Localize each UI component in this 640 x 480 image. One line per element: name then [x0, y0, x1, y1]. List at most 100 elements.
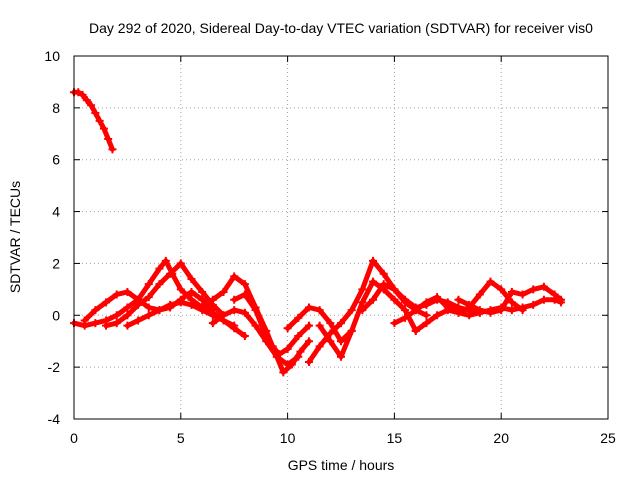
data-point: [337, 352, 345, 361]
x-tick-label: 0: [70, 430, 78, 446]
data-point: [112, 311, 121, 320]
data-point: [557, 295, 566, 304]
data-point: [465, 311, 474, 320]
data-point: [369, 277, 378, 286]
data-point: [369, 256, 378, 265]
data-point: [529, 300, 538, 309]
data-point: [78, 90, 87, 99]
data-point: [176, 285, 185, 294]
series-arc-g: [208, 306, 303, 369]
data-point: [208, 295, 217, 304]
data-point: [358, 306, 367, 315]
plot-frame: [73, 55, 609, 420]
x-tick-label: 15: [387, 430, 403, 446]
data-point: [507, 306, 516, 315]
data-point: [80, 316, 89, 325]
data-point: [230, 272, 239, 281]
data-point: [294, 313, 303, 322]
data-point: [155, 280, 164, 289]
data-point: [134, 295, 143, 304]
data-point: [91, 306, 100, 315]
data-point: [104, 134, 113, 143]
data-point: [144, 311, 153, 320]
x-tick-label: 20: [493, 430, 509, 446]
data-point: [198, 295, 207, 304]
data-point: [518, 303, 527, 312]
data-point: [475, 306, 484, 315]
data-point: [240, 290, 249, 299]
data-point: [486, 308, 495, 317]
data-point: [144, 280, 153, 289]
data-point: [144, 293, 153, 302]
data-point: [475, 290, 484, 299]
data-point: [390, 285, 399, 294]
data-point: [95, 116, 104, 125]
data-point: [187, 300, 196, 309]
data-point: [240, 332, 249, 341]
data-point: [411, 306, 420, 315]
y-tick-label: -4: [48, 411, 61, 427]
data-point: [144, 303, 153, 312]
series-arc-early-high: [70, 88, 117, 154]
data-point: [296, 347, 305, 356]
data-point: [358, 298, 367, 307]
data-point: [112, 319, 121, 328]
data-point: [123, 321, 132, 330]
data-point: [507, 298, 516, 307]
axis-ticks: 0 5 10 15 20 25 -4 -2 0 2 4 6 8 10: [44, 48, 616, 446]
data-point: [315, 342, 324, 351]
data-point: [304, 303, 313, 312]
data-point: [187, 274, 196, 283]
data-point: [422, 298, 431, 307]
data-point: [240, 308, 249, 317]
data-point: [198, 287, 207, 296]
data-point: [219, 287, 228, 296]
data-point: [304, 357, 313, 366]
data-point: [379, 280, 388, 289]
data-point: [279, 368, 288, 377]
data-point: [304, 337, 313, 346]
x-tick-label: 25: [600, 430, 616, 446]
data-point: [315, 306, 324, 315]
x-tick-label: 5: [177, 430, 185, 446]
data-point: [443, 306, 452, 315]
data-point: [294, 352, 303, 361]
data-point: [230, 295, 239, 304]
data-point: [166, 300, 175, 309]
data-point: [454, 295, 463, 304]
data-point: [422, 311, 431, 320]
series-line: [71, 89, 115, 152]
y-axis-label: SDTVAR / TECUs: [7, 181, 23, 293]
data-point: [379, 269, 388, 278]
grid-lines: [74, 56, 608, 419]
data-point: [507, 287, 516, 296]
data-point: [529, 285, 538, 294]
data-point: [304, 321, 313, 330]
y-tick-label: 6: [52, 152, 60, 168]
data-point: [337, 319, 345, 328]
data-point: [337, 337, 345, 346]
chart-title: Day 292 of 2020, Sidereal Day-to-day VTE…: [89, 20, 593, 36]
data-point: [161, 256, 170, 265]
data-point: [465, 300, 474, 309]
data-point: [401, 295, 410, 304]
data-point: [155, 264, 164, 273]
x-axis-label: GPS time / hours: [288, 457, 395, 473]
data-point: [208, 311, 217, 320]
y-tick-label: 8: [52, 100, 60, 116]
data-point: [262, 337, 271, 346]
data-point: [539, 295, 548, 304]
data-point: [219, 311, 228, 320]
data-point: [326, 337, 335, 346]
data-point: [166, 269, 175, 278]
series-line: [317, 279, 419, 360]
series-arc-a: [70, 256, 249, 341]
data-point: [91, 319, 100, 328]
data-point: [294, 332, 303, 341]
series-line: [210, 307, 301, 368]
data-point: [108, 145, 117, 154]
data-point: [272, 352, 281, 361]
data-point: [123, 287, 132, 296]
data-point: [208, 319, 217, 328]
